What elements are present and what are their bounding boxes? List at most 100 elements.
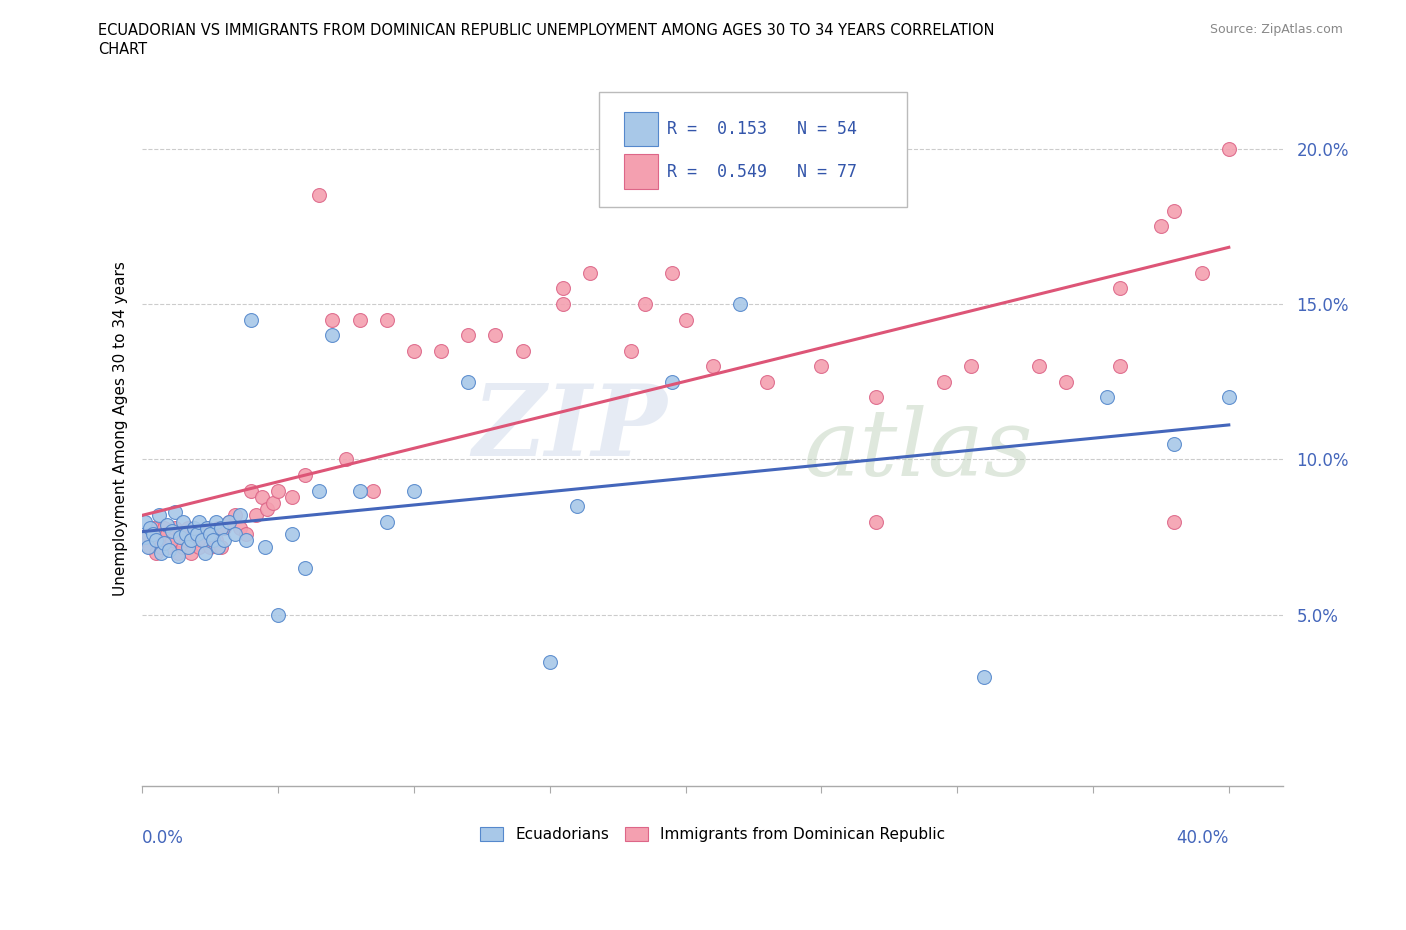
Point (239, 483, 262, 498)
Point (1109, 359, 1132, 374)
Point (1218, 141, 1240, 156)
Point (194, 533, 217, 548)
Point (484, 327, 506, 342)
Point (553, 297, 575, 312)
Point (139, 521, 162, 536)
Text: 40.0%: 40.0% (1177, 829, 1229, 847)
Point (183, 526, 205, 541)
Text: R =  0.549   N = 77: R = 0.549 N = 77 (666, 163, 858, 180)
Point (538, 654, 561, 669)
Point (1095, 390, 1118, 405)
Point (321, 327, 343, 342)
FancyBboxPatch shape (599, 92, 907, 206)
Point (239, 312, 262, 327)
Point (177, 521, 200, 536)
Point (375, 312, 398, 327)
Point (235, 526, 257, 541)
Point (1163, 436, 1185, 451)
Point (156, 526, 179, 541)
Point (201, 533, 224, 548)
Point (145, 545, 167, 560)
Point (180, 545, 202, 560)
Point (188, 514, 211, 529)
Point (174, 533, 197, 548)
Point (177, 539, 200, 554)
Point (245, 508, 267, 523)
Point (756, 374, 779, 389)
Point (136, 526, 159, 541)
Point (361, 483, 384, 498)
Point (262, 496, 284, 511)
Point (661, 374, 683, 389)
Point (142, 526, 165, 541)
Point (457, 327, 479, 342)
Point (335, 452, 357, 467)
Point (204, 514, 226, 529)
Point (634, 297, 657, 312)
Point (191, 526, 214, 541)
Point (579, 265, 602, 280)
Point (250, 489, 273, 504)
Point (349, 312, 371, 327)
Point (166, 545, 188, 560)
Point (661, 265, 683, 280)
Point (702, 359, 724, 374)
Point (160, 524, 183, 538)
Point (207, 521, 229, 536)
Point (728, 297, 751, 312)
Point (180, 533, 202, 548)
Text: Source: ZipAtlas.com: Source: ZipAtlas.com (1209, 23, 1343, 36)
Point (229, 521, 252, 536)
Point (134, 514, 156, 529)
Point (932, 374, 955, 389)
Point (375, 514, 398, 529)
Point (1218, 390, 1240, 405)
Point (142, 521, 165, 536)
Point (148, 508, 170, 523)
Point (153, 536, 176, 551)
Point (457, 374, 479, 389)
Text: ZIP: ZIP (472, 380, 666, 476)
Text: ECUADORIAN VS IMMIGRANTS FROM DOMINICAN REPUBLIC UNEMPLOYMENT AMONG AGES 30 TO 3: ECUADORIAN VS IMMIGRANTS FROM DOMINICAN … (98, 23, 995, 38)
Point (172, 514, 194, 529)
Point (1150, 219, 1173, 233)
Point (675, 141, 697, 156)
Point (1191, 265, 1213, 280)
Point (188, 539, 211, 554)
Point (675, 312, 697, 327)
Point (163, 505, 186, 520)
Point (865, 514, 887, 529)
Point (172, 539, 194, 554)
Y-axis label: Unemployment Among Ages 30 to 34 years: Unemployment Among Ages 30 to 34 years (114, 261, 128, 596)
Point (212, 521, 235, 536)
Point (402, 483, 425, 498)
Point (166, 549, 188, 564)
Point (159, 539, 181, 554)
Point (163, 521, 186, 536)
Point (197, 521, 219, 536)
Point (1054, 374, 1077, 389)
Point (224, 526, 246, 541)
Point (169, 530, 191, 545)
Point (308, 188, 330, 203)
Point (183, 521, 205, 536)
Point (235, 533, 257, 548)
Point (1163, 204, 1185, 219)
Legend: Ecuadorians, Immigrants from Dominican Republic: Ecuadorians, Immigrants from Dominican R… (472, 819, 953, 850)
Point (207, 539, 229, 554)
Point (139, 539, 162, 554)
Point (959, 359, 981, 374)
Point (186, 533, 208, 548)
Text: 0.0%: 0.0% (142, 829, 184, 847)
Point (973, 670, 995, 684)
Point (209, 539, 232, 554)
Point (430, 343, 453, 358)
Point (186, 526, 208, 541)
Point (1109, 281, 1132, 296)
Point (1028, 359, 1050, 374)
Point (294, 561, 316, 576)
Point (134, 530, 156, 545)
Point (1163, 514, 1185, 529)
Point (553, 281, 575, 296)
Point (620, 343, 643, 358)
